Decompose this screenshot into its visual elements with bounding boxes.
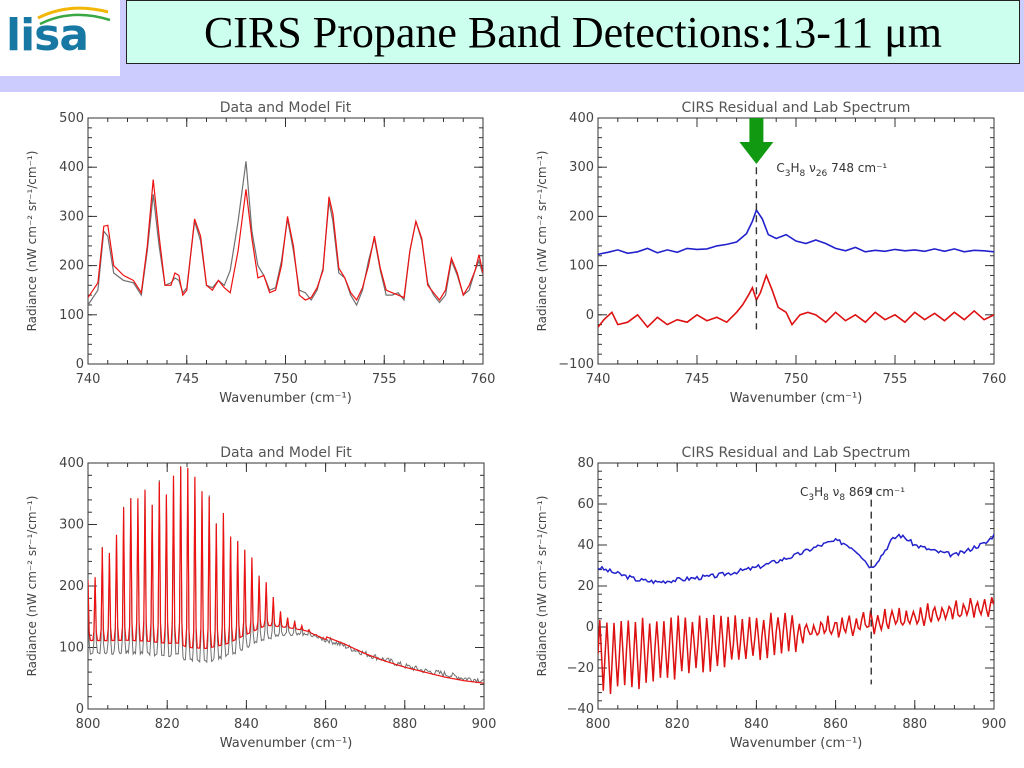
series-lab-line — [598, 208, 994, 256]
y-tick-label: 200 — [59, 579, 84, 594]
x-tick-label: 840 — [234, 717, 259, 732]
chart-1: Data and Model Fit 740 745 750 755 760 0 100 200… — [25, 100, 495, 406]
x-axis-label: Wavenumber (cm⁻¹) — [219, 391, 352, 406]
y-tick-label: 100 — [59, 641, 84, 656]
x-axis-label: Wavenumber (cm⁻¹) — [730, 736, 863, 751]
x-tick-label: 880 — [902, 717, 927, 732]
x-tick-label: 820 — [155, 717, 180, 732]
x-tick-label: 750 — [273, 372, 298, 387]
annotation-sub: 8 — [800, 169, 806, 179]
x-tick-label: 745 — [174, 372, 199, 387]
y-tick-label: 500 — [59, 111, 84, 126]
x-tick-label: 740 — [586, 372, 611, 387]
y-tick-label: 100 — [59, 308, 84, 323]
y-tick-label: −100 — [558, 357, 594, 372]
chart-2: CIRS Residual and Lab Spectrum 740 745 750 7… — [535, 100, 1006, 406]
annotation-wavenumber: 869 cm⁻¹ — [845, 485, 905, 499]
x-tick-label: 740 — [76, 372, 101, 387]
y-axis-label: Radiance (nW cm⁻² sr⁻¹/cm⁻¹) — [535, 151, 549, 332]
x-axis-label: Wavenumber (cm⁻¹) — [730, 391, 863, 406]
x-tick-label: 880 — [392, 717, 417, 732]
title-box: CIRS Propane Band Detections:13-11 μm — [126, 0, 1020, 64]
logo-text: lisa — [6, 10, 89, 61]
chart-title: Data and Model Fit — [220, 100, 352, 116]
y-tick-label: 200 — [59, 259, 84, 274]
series-group — [598, 533, 994, 695]
series-group — [88, 465, 484, 684]
y-tick-label: 20 — [577, 579, 594, 594]
series-model-line — [88, 179, 483, 302]
y-tick-label: 100 — [569, 259, 594, 274]
y-tick-label: 0 — [76, 702, 84, 717]
x-tick-label: 755 — [883, 372, 908, 387]
y-tick-label: −20 — [567, 661, 594, 676]
x-tick-label: 840 — [744, 717, 769, 732]
plot-frame — [597, 462, 995, 710]
chart-title: CIRS Residual and Lab Spectrum — [682, 100, 911, 116]
annotation-species: H — [791, 161, 800, 175]
y-tick-label: 0 — [586, 308, 594, 323]
annotation-species: C — [800, 485, 808, 499]
x-tick-label: 750 — [784, 372, 809, 387]
annotation-species: H — [814, 485, 823, 499]
y-tick-label: 200 — [569, 209, 594, 224]
chart-3: Data and Model Fit 800 820 840 860 880 900 0 100… — [25, 445, 496, 751]
annotation-mode: ν — [805, 161, 816, 175]
series-lab-line — [598, 533, 994, 585]
y-tick-label: 400 — [569, 111, 594, 126]
series-residual-line — [598, 273, 994, 329]
annotation-sub: 3 — [785, 169, 791, 179]
annotation-wavenumber: 748 cm⁻¹ — [827, 161, 887, 175]
y-tick-label: 60 — [577, 497, 594, 512]
chart-title: Data and Model Fit — [220, 445, 352, 461]
x-tick-label: 760 — [982, 372, 1007, 387]
x-tick-label: 860 — [313, 717, 338, 732]
y-axis-label: Radiance (nW cm⁻² sr⁻¹/cm⁻¹) — [535, 496, 549, 677]
annotation-sub: 26 — [816, 169, 828, 179]
x-tick-label: 800 — [586, 717, 611, 732]
x-tick-label: 745 — [685, 372, 710, 387]
annotation-sub: 8 — [839, 493, 845, 503]
logo-swoosh-icon — [37, 6, 111, 26]
y-axis-label: Radiance (nW cm⁻² sr⁻¹/cm⁻¹) — [25, 496, 39, 677]
y-tick-label: 300 — [569, 160, 594, 175]
annotation-mode: ν — [829, 485, 840, 499]
x-tick-label: 755 — [372, 372, 397, 387]
arrow-shaft — [749, 118, 764, 142]
x-tick-label: 820 — [665, 717, 690, 732]
series-data-line — [88, 465, 484, 684]
y-tick-label: 400 — [59, 456, 84, 471]
x-tick-label: 760 — [471, 372, 496, 387]
y-tick-label: 0 — [586, 620, 594, 635]
y-tick-label: 400 — [59, 160, 84, 175]
x-tick-label: 800 — [76, 717, 101, 732]
logo: lisa — [0, 0, 120, 76]
green-arrow-icon — [739, 118, 774, 164]
series-group — [88, 161, 483, 307]
x-axis-label: Wavenumber (cm⁻¹) — [220, 736, 353, 751]
x-tick-label: 860 — [823, 717, 848, 732]
y-tick-label: 300 — [59, 209, 84, 224]
y-tick-label: 80 — [577, 456, 594, 471]
y-tick-label: 0 — [76, 357, 84, 372]
series-model-line — [88, 466, 484, 684]
y-tick-label: 40 — [577, 538, 594, 553]
annotation-sub: 8 — [823, 493, 829, 503]
annotation-species: C — [776, 161, 784, 175]
page-title: CIRS Propane Band Detections:13-11 μm — [203, 8, 943, 57]
arrow-head — [739, 142, 774, 164]
y-tick-label: −40 — [567, 702, 594, 717]
series-group — [598, 208, 994, 329]
x-tick-label: 900 — [982, 717, 1007, 732]
annotation-sub: 3 — [808, 493, 814, 503]
species-annotation: C3H8 ν8 869 cm⁻¹ — [800, 485, 905, 503]
x-tick-label: 900 — [472, 717, 497, 732]
series-residual-line — [598, 597, 994, 695]
species-annotation: C3H8 ν26 748 cm⁻¹ — [776, 161, 887, 179]
y-axis-label: Radiance (nW cm⁻² sr⁻¹/cm⁻¹) — [25, 151, 39, 332]
y-tick-label: 300 — [59, 518, 84, 533]
chart-title: CIRS Residual and Lab Spectrum — [682, 445, 911, 461]
